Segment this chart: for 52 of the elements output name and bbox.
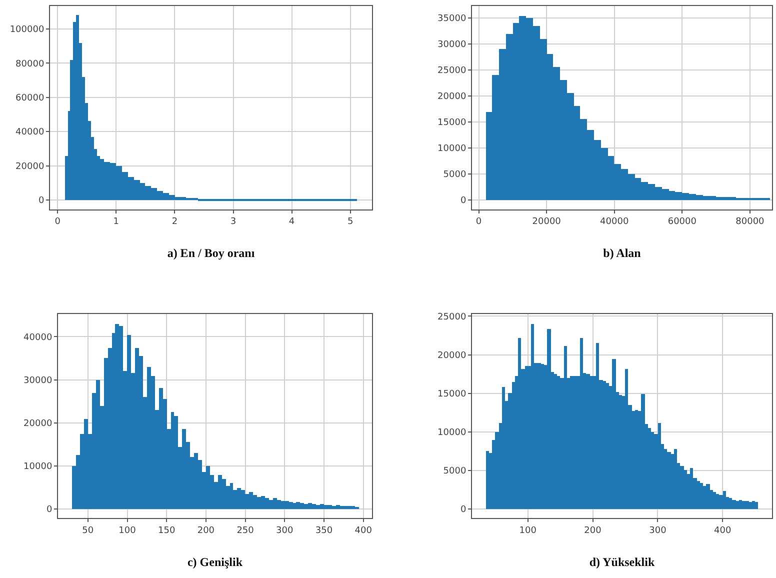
- y-tick-label: 15000: [438, 118, 466, 128]
- y-tick-label: 5000: [443, 170, 466, 180]
- x-tick-label: 80000: [736, 217, 765, 228]
- x-tick-label: 300: [276, 526, 294, 536]
- y-tick-label: 10000: [438, 144, 466, 154]
- y-tick-label: 30000: [438, 40, 466, 50]
- y-tick-label: 10000: [438, 428, 466, 438]
- y-tick-label: 10000: [24, 462, 52, 472]
- x-tick-label: 3: [230, 217, 236, 228]
- x-axis-title: c) Genişlik: [187, 554, 243, 569]
- x-tick-label: 400: [714, 526, 732, 536]
- y-tick-label: 20000: [438, 350, 466, 361]
- x-tick-label: 1: [113, 217, 120, 228]
- x-tick-label: 4: [288, 217, 295, 228]
- y-tick-label: 100000: [10, 25, 44, 36]
- x-axis-title: b) Alan: [603, 246, 642, 260]
- y-tick-label: 0: [38, 196, 44, 206]
- y-tick-label: 25000: [438, 312, 466, 322]
- x-tick-label: 200: [197, 526, 215, 536]
- y-tick-label: 5000: [443, 466, 466, 477]
- x-axis-title: a) En / Boy oranı: [167, 246, 256, 260]
- x-tick-label: 60000: [668, 217, 697, 228]
- x-tick-label: 350: [315, 526, 333, 536]
- y-tick-label: 0: [460, 505, 466, 516]
- x-tick-label: 300: [649, 526, 667, 536]
- y-tick-label: 25000: [438, 66, 466, 76]
- x-tick-label: 20000: [532, 217, 562, 228]
- y-tick-label: 20000: [16, 162, 44, 172]
- x-tick-label: 2: [172, 217, 178, 228]
- y-tick-label: 60000: [16, 94, 44, 104]
- y-tick-label: 15000: [438, 389, 466, 400]
- y-tick-label: 20000: [438, 92, 466, 102]
- x-tick-label: 100: [118, 526, 136, 536]
- x-tick-label: 50: [82, 526, 94, 536]
- y-tick-label: 0: [46, 505, 52, 516]
- y-tick-label: 0: [460, 196, 466, 206]
- x-tick-label: 100: [519, 526, 537, 536]
- x-tick-label: 5: [347, 217, 354, 228]
- x-tick-label: 0: [476, 217, 482, 228]
- x-tick-label: 200: [584, 526, 602, 536]
- x-tick-label: 0: [54, 217, 61, 228]
- x-axis-title: d) Yükseklik: [589, 554, 655, 569]
- x-tick-label: 400: [354, 526, 372, 536]
- y-tick-label: 20000: [24, 418, 52, 429]
- y-tick-label: 40000: [16, 128, 44, 138]
- y-tick-label: 40000: [24, 332, 52, 343]
- y-tick-label: 30000: [24, 376, 52, 386]
- x-tick-label: 150: [158, 526, 176, 536]
- y-tick-label: 80000: [16, 59, 44, 70]
- x-tick-label: 40000: [600, 217, 629, 228]
- x-tick-label: 250: [236, 526, 254, 536]
- y-tick-label: 35000: [438, 14, 466, 24]
